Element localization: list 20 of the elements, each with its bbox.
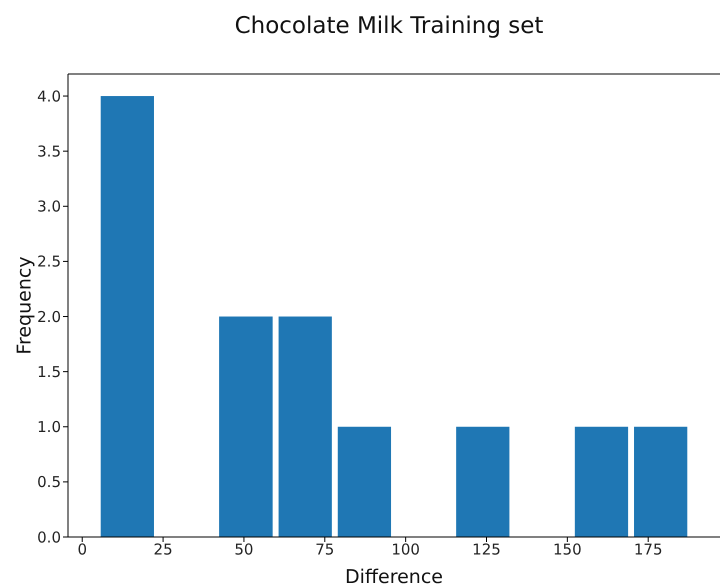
x-tick-label: 25 <box>154 540 173 559</box>
y-tick-label: 2.5 <box>37 252 61 271</box>
x-tick-label: 150 <box>553 540 582 559</box>
x-tick-label: 100 <box>391 540 420 559</box>
x-tick-label: 50 <box>234 540 254 559</box>
x-tick-label: 0 <box>77 540 88 559</box>
y-tick-label: 0.0 <box>37 528 61 546</box>
x-axis-title: Difference <box>345 566 443 586</box>
y-tick-label: 4.0 <box>37 87 61 106</box>
x-tick-label: 175 <box>634 540 663 559</box>
x-tick-label: 125 <box>472 540 501 559</box>
x-tick-label: 75 <box>315 540 334 559</box>
y-tick-label: 1.0 <box>37 418 61 436</box>
y-tick-label: 3.0 <box>37 198 61 216</box>
y-axis-title: Frequency <box>14 256 36 355</box>
y-tick-label: 0.5 <box>37 473 61 492</box>
chart-title: Chocolate Milk Training set <box>234 13 544 39</box>
y-tick-label: 2.0 <box>37 308 61 326</box>
y-tick-label: 3.5 <box>37 142 61 160</box>
y-tick-label: 1.5 <box>37 362 61 381</box>
